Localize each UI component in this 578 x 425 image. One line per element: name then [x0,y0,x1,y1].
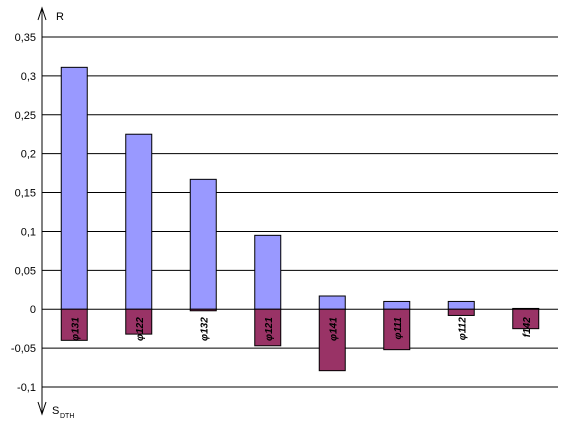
y-axis-top-label: R [56,11,64,23]
bar-negative [318,308,346,372]
category-label: φ121 [264,317,275,341]
y-axis-top-arrow [37,6,47,21]
y-axis-bottom-label: S [52,405,59,417]
gridlines [42,36,558,388]
category-label: φ131 [70,317,81,341]
bar-negative [512,308,540,330]
category-label: φ122 [135,317,146,341]
bar-negative [383,308,411,351]
y-tick-label: 0,05 [15,265,36,277]
bar-positive [318,295,346,310]
bar-positive [125,133,153,310]
y-tick-label: 0,3 [21,71,36,83]
category-label: f142 [522,317,533,337]
bar-positive [60,66,88,310]
y-tick-label: 0 [30,304,36,316]
y-axis-bottom-subscript: DTH [60,413,74,420]
y-tick-label: -0,1 [17,382,36,394]
y-axis-bottom-arrow [37,401,47,416]
category-label: φ111 [393,317,404,340]
y-tick-label: 0,25 [15,110,36,122]
bar-negative [60,308,88,341]
bars [60,66,540,372]
y-tick-label: 0,2 [21,149,36,161]
bar-positive [189,178,217,310]
y-tick-labels: -0,1 -0,05 0 0,05 0,1 0,15 0,2 0,25 0,3 0,35 [11,32,36,394]
y-tick-label: 0,1 [21,226,36,238]
category-label: φ141 [328,317,339,341]
category-label: φ112 [457,317,468,340]
y-tick-label: 0,35 [15,32,36,44]
y-tick-label: -0,05 [11,343,36,355]
bar-positive [447,300,475,310]
bar-negative [254,308,282,347]
bar-negative [189,308,217,312]
category-label: φ132 [199,317,210,341]
bar-negative [125,308,153,335]
bar-negative [447,308,475,316]
y-tick-label: 0,15 [15,188,36,200]
category-labels: φ131 φ122 φ132 φ121 φ141 φ111 φ112 f142 [70,317,533,341]
bar-positive [383,300,411,310]
bar-positive [254,234,282,310]
